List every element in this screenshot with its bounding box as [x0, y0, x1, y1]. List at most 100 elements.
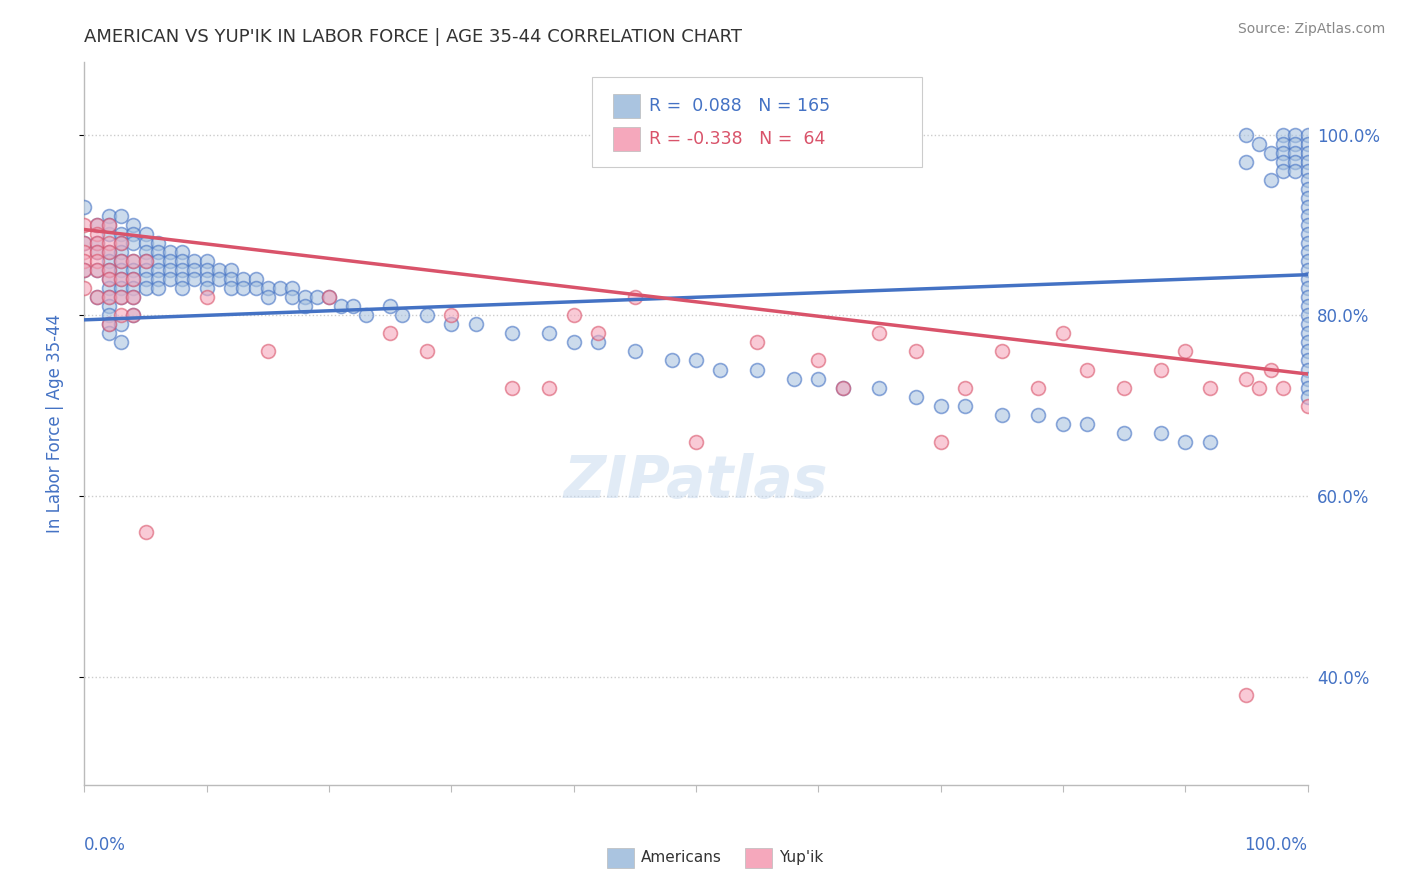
Point — [159, 272, 181, 286]
Point — [219, 272, 242, 286]
Point — [1296, 399, 1319, 413]
Bar — [613, 95, 640, 118]
Point — [1260, 173, 1282, 187]
Point — [172, 254, 194, 268]
Point — [1296, 309, 1319, 323]
Point — [661, 353, 683, 368]
Point — [1296, 371, 1319, 385]
Point — [1236, 371, 1258, 385]
Point — [1272, 128, 1295, 142]
Point — [991, 344, 1014, 359]
Point — [122, 272, 145, 286]
Point — [122, 309, 145, 323]
Point — [135, 236, 157, 251]
Bar — [606, 847, 634, 868]
Point — [1272, 154, 1295, 169]
Point — [159, 245, 181, 260]
Point — [294, 290, 316, 304]
Point — [86, 290, 108, 304]
Point — [146, 272, 169, 286]
Point — [953, 381, 976, 395]
Point — [73, 245, 96, 260]
Point — [86, 218, 108, 232]
Point — [86, 245, 108, 260]
Point — [1247, 136, 1270, 151]
Point — [624, 290, 647, 304]
Point — [183, 272, 205, 286]
Point — [1150, 362, 1173, 376]
Point — [1272, 164, 1295, 178]
Point — [1296, 145, 1319, 160]
Point — [232, 272, 254, 286]
Point — [86, 227, 108, 241]
Point — [562, 309, 585, 323]
Text: 0.0%: 0.0% — [84, 836, 127, 854]
Point — [219, 263, 242, 277]
Point — [97, 254, 120, 268]
Point — [122, 272, 145, 286]
Point — [709, 362, 731, 376]
Point — [122, 290, 145, 304]
Point — [122, 218, 145, 232]
Point — [1296, 154, 1319, 169]
Point — [1296, 362, 1319, 376]
Point — [86, 290, 108, 304]
Point — [330, 299, 353, 313]
Point — [135, 272, 157, 286]
Point — [97, 218, 120, 232]
Point — [1296, 245, 1319, 260]
Point — [97, 227, 120, 241]
Point — [110, 245, 132, 260]
Point — [172, 245, 194, 260]
Point — [1296, 344, 1319, 359]
Point — [110, 263, 132, 277]
Point — [208, 263, 231, 277]
Point — [747, 362, 769, 376]
Point — [135, 254, 157, 268]
Point — [1296, 209, 1319, 223]
Text: AMERICAN VS YUP'IK IN LABOR FORCE | AGE 35-44 CORRELATION CHART: AMERICAN VS YUP'IK IN LABOR FORCE | AGE … — [84, 28, 742, 45]
Point — [1028, 381, 1050, 395]
Point — [929, 399, 952, 413]
Point — [135, 263, 157, 277]
Point — [1260, 362, 1282, 376]
Point — [195, 290, 218, 304]
Text: ZIPatlas: ZIPatlas — [564, 453, 828, 510]
Point — [1296, 236, 1319, 251]
Point — [831, 381, 853, 395]
Point — [1284, 145, 1306, 160]
Point — [110, 227, 132, 241]
Point — [122, 263, 145, 277]
Point — [502, 381, 524, 395]
Point — [97, 272, 120, 286]
Point — [97, 236, 120, 251]
Point — [354, 309, 377, 323]
Point — [73, 263, 96, 277]
Point — [562, 335, 585, 350]
Point — [624, 344, 647, 359]
Point — [1114, 381, 1136, 395]
Point — [146, 236, 169, 251]
Text: Americans: Americans — [641, 850, 721, 865]
Point — [502, 326, 524, 341]
Text: 100.0%: 100.0% — [1244, 836, 1308, 854]
Point — [1296, 136, 1319, 151]
Point — [1296, 299, 1319, 313]
Point — [1272, 381, 1295, 395]
Point — [146, 263, 169, 277]
Point — [1150, 425, 1173, 440]
Point — [1296, 128, 1319, 142]
Point — [110, 236, 132, 251]
Point — [97, 218, 120, 232]
Point — [73, 218, 96, 232]
FancyBboxPatch shape — [592, 77, 922, 167]
Point — [183, 254, 205, 268]
Point — [391, 309, 413, 323]
Point — [86, 263, 108, 277]
Point — [1296, 353, 1319, 368]
Point — [538, 326, 561, 341]
Point — [86, 236, 108, 251]
Point — [586, 335, 609, 350]
Point — [110, 272, 132, 286]
Point — [1296, 390, 1319, 404]
